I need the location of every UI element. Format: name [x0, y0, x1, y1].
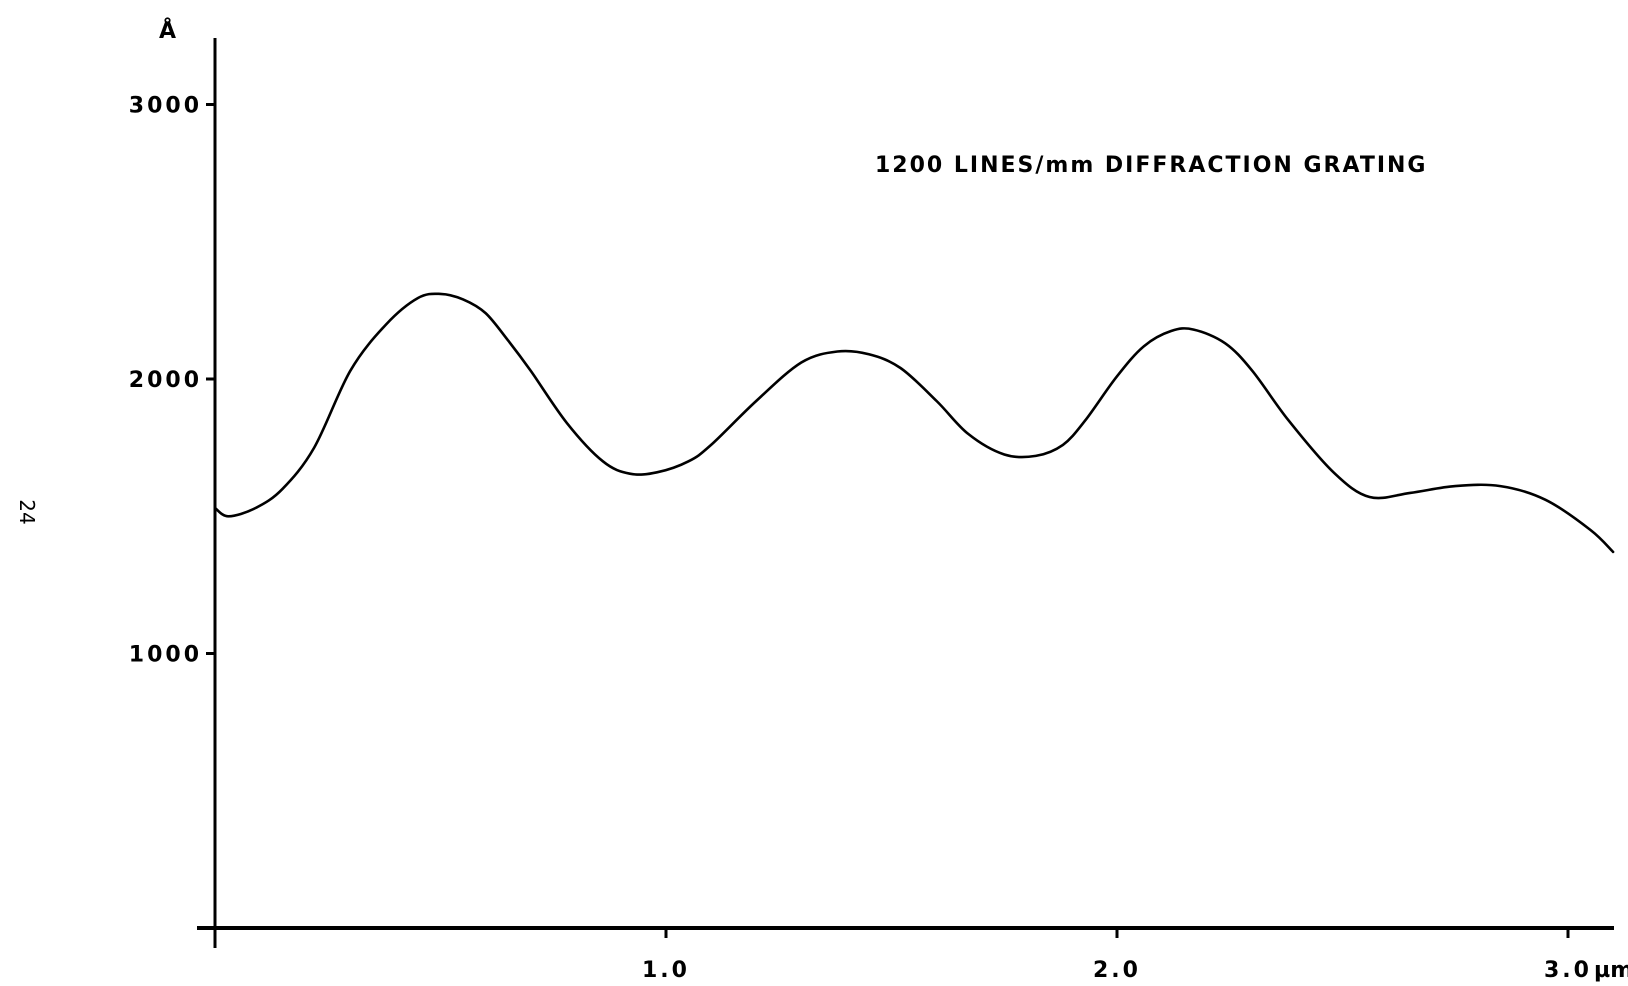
y-tick-label: 2000 — [129, 368, 202, 393]
y-tick-label: 1000 — [129, 643, 202, 668]
x-tick-label: 3.0 — [1544, 958, 1592, 983]
x-tick-label: 2.0 — [1093, 958, 1141, 983]
y-ticks: 1000 2000 3000 — [129, 94, 215, 668]
x-axis-unit-label: µm — [1594, 958, 1628, 983]
axes — [197, 38, 1614, 948]
chart-title: 1200 LINES/mm DIFFRACTION GRATING — [875, 153, 1427, 178]
y-tick-label: 3000 — [129, 94, 202, 119]
page-number: 24 — [15, 499, 39, 524]
x-tick-label: 1.0 — [642, 958, 690, 983]
data-line — [213, 292, 1615, 554]
x-ticks: 1.0 2.0 3.0 — [642, 926, 1592, 983]
y-axis-unit-label: Å — [159, 18, 176, 44]
